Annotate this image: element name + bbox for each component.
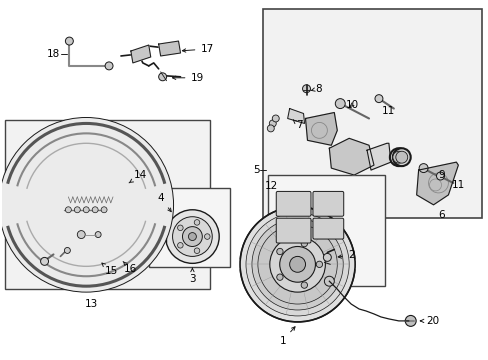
- Circle shape: [324, 276, 334, 286]
- Circle shape: [194, 220, 200, 225]
- Circle shape: [418, 164, 427, 172]
- Circle shape: [392, 148, 410, 166]
- Circle shape: [389, 148, 407, 166]
- Circle shape: [301, 282, 307, 288]
- Circle shape: [204, 234, 210, 239]
- Circle shape: [172, 217, 212, 256]
- Circle shape: [269, 120, 276, 127]
- Text: 17: 17: [182, 44, 213, 54]
- Text: 19: 19: [172, 73, 203, 83]
- Circle shape: [65, 37, 73, 45]
- Circle shape: [276, 248, 283, 255]
- Polygon shape: [366, 143, 390, 170]
- Circle shape: [257, 225, 337, 304]
- Circle shape: [251, 219, 343, 310]
- Circle shape: [276, 274, 283, 280]
- Circle shape: [267, 125, 274, 132]
- Circle shape: [158, 73, 166, 81]
- Circle shape: [269, 237, 325, 292]
- Circle shape: [177, 225, 183, 231]
- Circle shape: [436, 172, 444, 180]
- Circle shape: [177, 243, 183, 248]
- Circle shape: [101, 207, 107, 213]
- Circle shape: [105, 62, 113, 70]
- Circle shape: [302, 85, 310, 93]
- Circle shape: [392, 151, 404, 163]
- Circle shape: [74, 207, 80, 213]
- Bar: [5, 121, 210, 289]
- Circle shape: [245, 213, 348, 316]
- Circle shape: [92, 207, 98, 213]
- Text: 11: 11: [382, 105, 395, 116]
- Circle shape: [188, 233, 196, 240]
- Circle shape: [41, 257, 48, 265]
- Circle shape: [0, 117, 173, 292]
- Circle shape: [289, 256, 305, 272]
- Circle shape: [64, 247, 70, 253]
- Text: 13: 13: [84, 299, 98, 309]
- FancyBboxPatch shape: [276, 218, 310, 243]
- Polygon shape: [328, 138, 373, 175]
- Text: 2: 2: [337, 251, 354, 260]
- FancyBboxPatch shape: [312, 192, 343, 216]
- Circle shape: [77, 231, 85, 239]
- Text: 4: 4: [157, 193, 171, 212]
- Bar: [267, 175, 384, 286]
- Text: 18: 18: [47, 49, 60, 59]
- Circle shape: [279, 247, 315, 282]
- Text: 10: 10: [346, 100, 358, 109]
- Text: 12: 12: [264, 181, 278, 191]
- Text: 9: 9: [437, 170, 444, 180]
- Text: 20: 20: [420, 316, 439, 326]
- Text: 7: 7: [293, 120, 302, 130]
- Circle shape: [323, 253, 331, 261]
- Circle shape: [395, 151, 407, 163]
- Circle shape: [374, 95, 382, 103]
- Text: 15: 15: [102, 263, 118, 276]
- Text: 5: 5: [253, 165, 260, 175]
- Circle shape: [165, 210, 219, 264]
- Bar: [263, 9, 481, 218]
- Text: 3: 3: [189, 268, 195, 284]
- Polygon shape: [131, 45, 150, 63]
- Circle shape: [240, 207, 354, 322]
- FancyBboxPatch shape: [312, 218, 343, 239]
- Circle shape: [316, 261, 322, 267]
- Bar: [148, 188, 230, 267]
- Text: 6: 6: [437, 210, 444, 220]
- FancyBboxPatch shape: [276, 192, 310, 216]
- Polygon shape: [287, 109, 304, 123]
- Circle shape: [83, 207, 89, 213]
- Circle shape: [405, 315, 415, 327]
- Text: 8: 8: [311, 84, 321, 94]
- Text: 1: 1: [279, 327, 294, 346]
- Circle shape: [301, 240, 307, 247]
- Text: 14: 14: [129, 170, 147, 183]
- Text: 16: 16: [123, 261, 137, 274]
- Circle shape: [335, 99, 345, 109]
- Circle shape: [182, 227, 202, 247]
- Polygon shape: [416, 162, 457, 205]
- Circle shape: [95, 231, 101, 238]
- Circle shape: [272, 115, 279, 122]
- Polygon shape: [305, 113, 337, 145]
- Circle shape: [65, 207, 71, 213]
- Circle shape: [194, 248, 200, 253]
- Text: 11: 11: [451, 180, 464, 190]
- Polygon shape: [158, 41, 180, 56]
